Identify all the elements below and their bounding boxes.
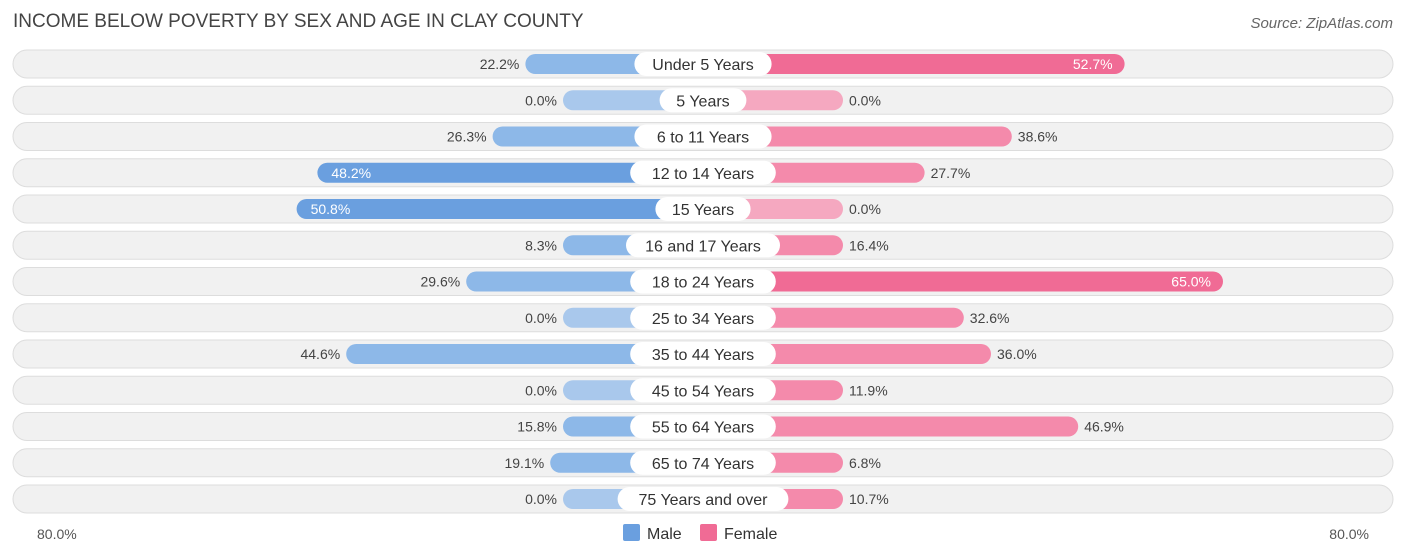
legend-female-label: Female	[724, 526, 777, 543]
category-label: 18 to 24 Years	[652, 275, 754, 292]
legend-female-swatch	[700, 524, 717, 541]
category-label: 75 Years and over	[639, 492, 769, 509]
category-pill	[655, 197, 751, 221]
female-value-label: 0.0%	[849, 201, 881, 217]
male-value-label: 0.0%	[525, 310, 557, 326]
male-value-label: 0.0%	[525, 92, 557, 108]
chart-rows: 22.2% 52.7% Under 5 Years 0.0% 0.0% 5 Years 26…	[12, 49, 1394, 514]
category-pill	[659, 88, 747, 113]
axis-right-label: 80.0%	[1329, 526, 1369, 542]
male-bar	[296, 199, 703, 219]
legend-male-label: Male	[647, 526, 682, 543]
female-bar	[703, 54, 1125, 74]
female-value-label: 46.9%	[1084, 419, 1124, 435]
category-pill	[630, 305, 776, 330]
chart-title: INCOME BELOW POVERTY BY SEX AND AGE IN C…	[13, 11, 584, 32]
category-pill	[630, 414, 776, 439]
chart-source: Source: ZipAtlas.com	[1250, 15, 1393, 32]
male-value-label: 44.6%	[300, 346, 340, 362]
male-value-label: 8.3%	[525, 237, 557, 253]
female-value-label: 65.0%	[1171, 274, 1211, 290]
male-value-label: 0.0%	[525, 382, 557, 398]
female-value-label: 52.7%	[1073, 56, 1113, 72]
legend: Male Female	[623, 524, 777, 543]
category-pill	[634, 52, 772, 76]
female-value-label: 10.7%	[849, 491, 889, 507]
legend-male-swatch	[623, 524, 640, 541]
female-value-label: 27.7%	[931, 165, 971, 181]
category-label: 25 to 34 Years	[652, 311, 754, 328]
male-bar	[346, 344, 703, 364]
male-value-label: 50.8%	[311, 201, 351, 217]
female-value-label: 6.8%	[849, 455, 881, 471]
category-pill	[630, 342, 776, 366]
male-value-label: 15.8%	[517, 419, 557, 435]
category-pill	[630, 269, 776, 294]
female-value-label: 0.0%	[849, 92, 881, 108]
category-label: Under 5 Years	[652, 57, 753, 74]
male-value-label: 26.3%	[447, 129, 487, 145]
category-label: 15 Years	[672, 202, 734, 219]
category-pill	[630, 378, 776, 403]
female-value-label: 36.0%	[997, 346, 1037, 362]
male-value-label: 29.6%	[420, 274, 460, 290]
category-pill	[630, 160, 776, 185]
female-bar	[703, 271, 1223, 292]
category-pill	[617, 487, 789, 511]
category-label: 35 to 44 Years	[652, 347, 754, 364]
category-label: 55 to 64 Years	[652, 420, 754, 437]
female-value-label: 32.6%	[970, 310, 1010, 326]
female-bar	[703, 126, 1012, 147]
male-value-label: 48.2%	[331, 165, 371, 181]
category-label: 16 and 17 Years	[645, 238, 761, 255]
female-bar	[703, 344, 991, 364]
category-label: 6 to 11 Years	[657, 130, 749, 147]
category-pill	[630, 450, 776, 475]
female-value-label: 11.9%	[849, 382, 888, 398]
female-value-label: 16.4%	[849, 237, 889, 253]
female-value-label: 38.6%	[1018, 129, 1058, 145]
category-pill	[626, 233, 780, 258]
category-label: 45 to 54 Years	[652, 383, 754, 400]
male-bar	[317, 162, 703, 183]
female-bar	[703, 416, 1079, 437]
category-pill	[634, 124, 772, 149]
male-value-label: 22.2%	[480, 56, 520, 72]
category-label: 12 to 14 Years	[652, 166, 754, 183]
axis-left-label: 80.0%	[37, 526, 77, 542]
male-value-label: 0.0%	[525, 491, 557, 507]
category-label: 5 Years	[676, 93, 729, 110]
male-value-label: 19.1%	[504, 455, 544, 471]
category-label: 65 to 74 Years	[652, 456, 754, 473]
